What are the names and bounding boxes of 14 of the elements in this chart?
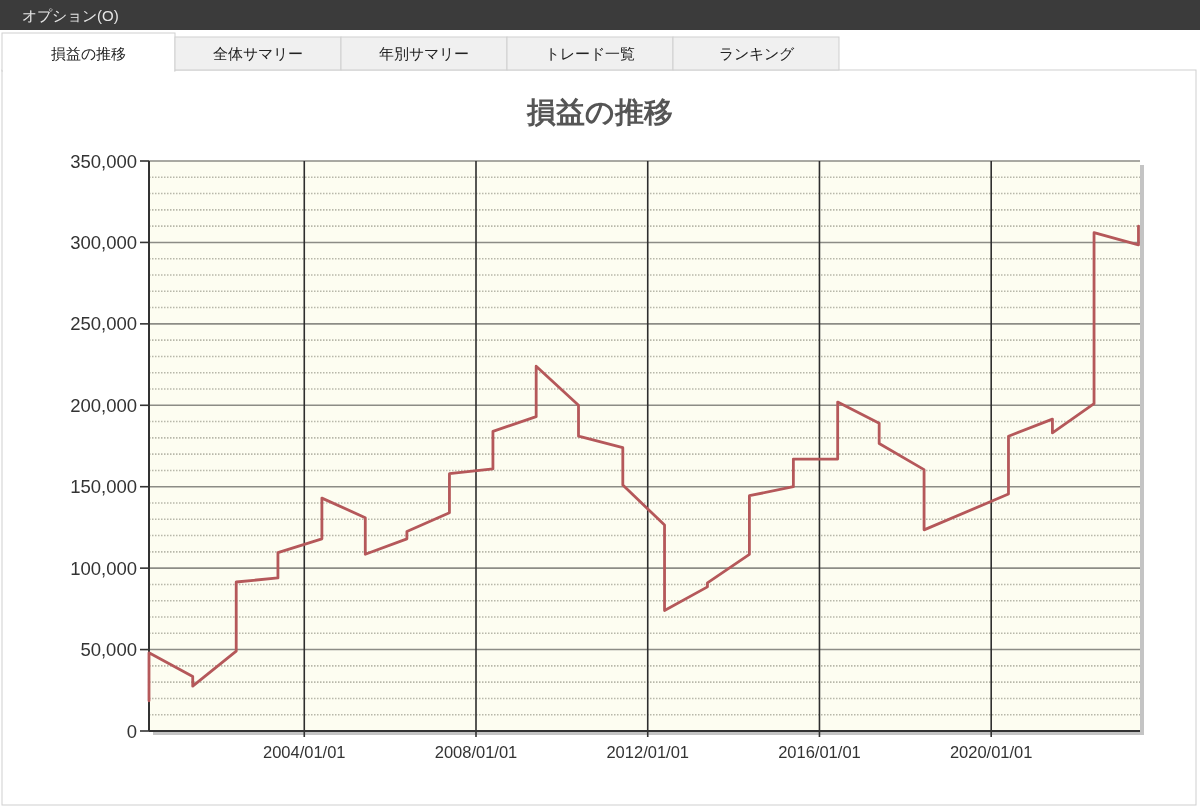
x-tick-label: 2016/01/01	[778, 743, 861, 761]
y-tick-label: 100,000	[70, 557, 137, 579]
x-tick-label: 2012/01/01	[606, 743, 690, 761]
x-tick-label: 2008/01/01	[434, 743, 518, 761]
y-tick-label: 350,000	[70, 150, 137, 172]
x-tick-label: 2020/01/01	[949, 743, 1033, 761]
y-tick-label: 200,000	[70, 394, 137, 416]
y-tick-label: 50,000	[80, 639, 137, 661]
y-tick-label: 0	[126, 720, 137, 742]
y-tick-label: 300,000	[70, 231, 137, 253]
x-tick-label: 2004/01/01	[262, 743, 346, 761]
y-tick-label: 250,000	[70, 313, 137, 335]
chart-title: 損益の推移	[526, 96, 673, 128]
y-tick-label: 150,000	[70, 476, 137, 498]
